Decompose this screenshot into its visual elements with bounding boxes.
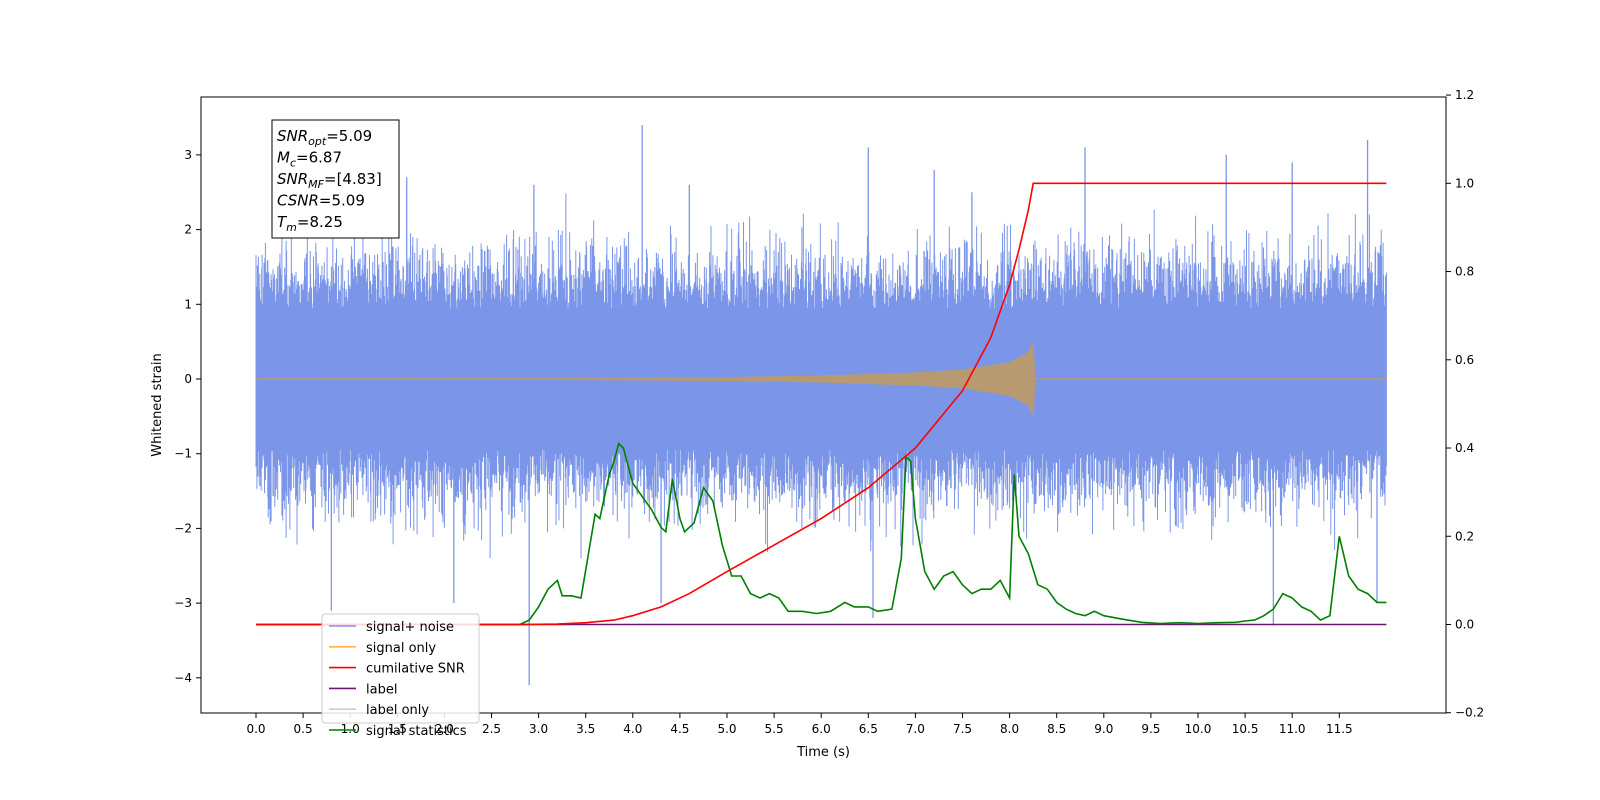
x-tick-label: 7.5 <box>953 722 972 736</box>
legend-label: signal statistics <box>366 724 467 739</box>
x-tick-label: 2.5 <box>482 722 501 736</box>
annotation-line: SNRopt=5.09 <box>277 127 372 148</box>
legend: signal+ noise signal only cumilative SNR la… <box>321 613 480 739</box>
y-right-tick-label: 0.2 <box>1455 529 1474 543</box>
x-tick-label: 1.0 <box>341 722 360 736</box>
legend-frame <box>321 613 480 724</box>
legend-label: cumilative SNR <box>366 662 465 677</box>
annotation-line: SNRMF=[4.83] <box>277 170 382 191</box>
x-tick-label: 1.5 <box>388 722 407 736</box>
x-tick-label: 2.0 <box>435 722 454 736</box>
y-right-tick-label: 0.6 <box>1455 353 1474 367</box>
y-left-tick-label: −1 <box>174 447 192 461</box>
signal-plus-noise-trace <box>255 125 1387 686</box>
x-tick-label: 3.0 <box>529 722 548 736</box>
legend-label: label only <box>366 703 429 718</box>
x-tick-label: 6.5 <box>859 722 878 736</box>
signal-only-trace <box>255 341 1387 417</box>
x-tick-label: 4.0 <box>623 722 642 736</box>
x-tick-label: 5.0 <box>717 722 736 736</box>
x-tick-label: 0.0 <box>246 722 265 736</box>
x-tick-label: 6.0 <box>812 722 831 736</box>
x-tick-label: 11.5 <box>1326 722 1353 736</box>
y-left-tick-label: −3 <box>174 596 192 610</box>
legend-label: signal only <box>366 641 436 656</box>
y-right-tick-label: 1.0 <box>1455 176 1474 190</box>
x-tick-label: 10.5 <box>1232 722 1259 736</box>
annotation-line: Mc=6.87 <box>277 149 342 170</box>
y-right-tick-label: 0.0 <box>1455 618 1474 632</box>
x-axis-title: Time (s) <box>796 745 850 760</box>
x-tick-label: 9.0 <box>1094 722 1113 736</box>
series-cumilative-snrline <box>256 182 1387 626</box>
y-left-tick-label: −4 <box>174 671 192 685</box>
x-tick-label: 3.5 <box>576 722 595 736</box>
annotation-line: CSNR=5.09 <box>277 192 365 210</box>
x-tick-label: 7.0 <box>906 722 925 736</box>
y-left-tick-label: 0 <box>184 372 192 386</box>
annotation-line: Tm=8.25 <box>277 213 343 234</box>
x-tick-label: 11.0 <box>1279 722 1306 736</box>
x-tick-label: 8.5 <box>1047 722 1066 736</box>
axes: 0.0 0.5 1.0 1.5 2.0 2.5 3.0 3.5 4.0 4.5 5.0 5.5 6.0 6… <box>150 88 1484 760</box>
x-tick-label: 9.5 <box>1141 722 1160 736</box>
y-right-tick-label: 1.2 <box>1455 88 1474 102</box>
y-left-tick-label: −2 <box>174 521 192 535</box>
series-signal-statisticsline <box>256 442 1387 626</box>
x-tick-label: 0.5 <box>294 722 313 736</box>
y-left-tick-label: 3 <box>184 148 192 162</box>
legend-label: label <box>366 682 397 697</box>
x-tick-label: 4.5 <box>670 722 689 736</box>
annotation-frame <box>271 119 400 239</box>
x-tick-label: 5.5 <box>765 722 784 736</box>
plot-frame <box>200 96 1447 714</box>
y-axis-title: Whitened strain <box>150 353 165 456</box>
legend-label: signal+ noise <box>366 620 454 635</box>
y-right-tick-label: 0.8 <box>1455 265 1474 279</box>
x-tick-label: 10.0 <box>1185 722 1212 736</box>
y-left-tick-label: 2 <box>184 223 192 237</box>
y-left-tick-label: 1 <box>184 297 192 311</box>
y-right-tick-label: 0.4 <box>1455 441 1474 455</box>
y-right-tick-label: −0.2 <box>1455 706 1484 720</box>
x-tick-label: 8.0 <box>1000 722 1019 736</box>
